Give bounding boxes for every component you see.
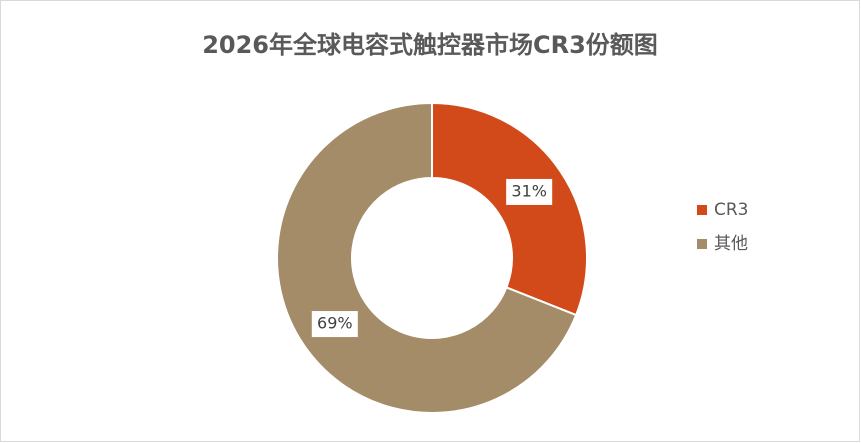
donut-slice [431,101,588,317]
data-label: 69% [317,314,353,333]
legend-swatch [697,205,707,215]
legend-label: CR3 [714,200,749,220]
legend-label: 其他 [714,234,748,254]
data-label-box [506,178,553,205]
legend-swatch [697,239,707,249]
chart-title: 2026年全球电容式触控器市场CR3份额图 [202,31,658,59]
data-label: 31% [511,181,547,200]
data-label-box [311,311,358,338]
